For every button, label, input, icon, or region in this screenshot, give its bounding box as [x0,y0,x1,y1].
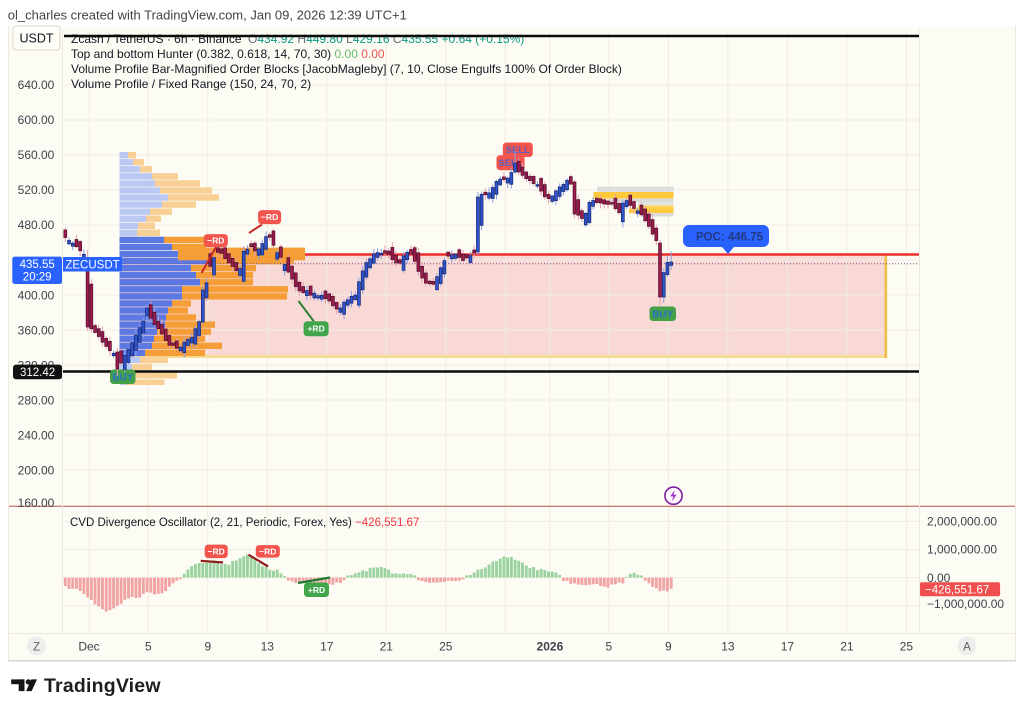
svg-text:POC: 446.75: POC: 446.75 [696,232,764,244]
svg-text:20:29: 20:29 [23,272,52,284]
svg-text:Dec: Dec [78,640,99,654]
svg-text:USDT: USDT [19,32,53,46]
svg-text:SELL: SELL [498,158,522,169]
svg-text:−426,551.67: −426,551.67 [925,584,989,596]
svg-text:Volume Profile Bar-Magnified O: Volume Profile Bar-Magnified Order Block… [71,62,622,76]
svg-text:+RD: +RD [307,324,324,334]
svg-text:+RD: +RD [308,585,325,595]
svg-text:−1,000,000.00: −1,000,000.00 [927,597,1004,611]
svg-text:5: 5 [145,640,152,654]
svg-text:1,000,000.00: 1,000,000.00 [927,543,997,557]
svg-text:−RD: −RD [208,546,225,556]
svg-text:9: 9 [204,640,211,654]
svg-text:Z: Z [33,641,40,653]
svg-text:25: 25 [900,640,914,654]
svg-text:Zcash / TetherUS · 6h · Binanc: Zcash / TetherUS · 6h · Binance [71,32,242,46]
svg-text:−RD: −RD [259,546,276,556]
svg-text:Volume Profile / Fixed Range (: Volume Profile / Fixed Range (150, 24, 7… [71,77,311,91]
svg-text:BUY: BUY [652,309,673,320]
svg-text:400.00: 400.00 [18,288,55,302]
svg-text:240.00: 240.00 [18,428,55,442]
svg-text:520.00: 520.00 [18,183,55,197]
svg-text:600.00: 600.00 [18,113,55,127]
svg-text:13: 13 [721,640,735,654]
svg-text:160.00: 160.00 [18,496,55,510]
svg-text:−RD: −RD [261,212,278,222]
svg-text:21: 21 [380,640,394,654]
svg-text:5: 5 [606,640,613,654]
svg-text:9: 9 [665,640,672,654]
svg-text:21: 21 [840,640,854,654]
svg-text:435.55: 435.55 [20,259,55,271]
svg-text:200.00: 200.00 [18,463,55,477]
svg-text:A: A [963,641,971,653]
svg-text:480.00: 480.00 [18,218,55,232]
svg-text:SELL: SELL [506,145,530,156]
svg-text:17: 17 [781,640,795,654]
svg-text:560.00: 560.00 [18,148,55,162]
svg-text:CVD Divergence Oscillator (2,: CVD Divergence Oscillator (2, 21, Period… [70,517,419,529]
svg-text:0.00: 0.00 [927,571,951,585]
svg-text:BUY: BUY [112,372,133,383]
svg-text:Top and bottom Hunter (0.382,: Top and bottom Hunter (0.382, 0.618, 14,… [71,47,385,61]
svg-text:280.00: 280.00 [18,393,55,407]
svg-text:2,000,000.00: 2,000,000.00 [927,515,997,529]
svg-text:−RD: −RD [207,236,224,246]
svg-text:640.00: 640.00 [18,78,55,92]
svg-text:O434.92 H449.80 L429.16 C435.5: O434.92 H449.80 L429.16 C435.55 +0.64 (+… [248,32,524,46]
svg-text:25: 25 [439,640,453,654]
svg-text:ol_charles created with Tradin: ol_charles created with TradingView.com,… [8,8,407,23]
svg-text:17: 17 [320,640,334,654]
svg-text:ZECUSDT: ZECUSDT [65,259,119,271]
svg-text:2026: 2026 [537,640,564,654]
svg-text:360.00: 360.00 [18,323,55,337]
svg-text:13: 13 [261,640,275,654]
svg-text:TradingView: TradingView [44,675,161,697]
svg-text:312.42: 312.42 [20,367,55,379]
